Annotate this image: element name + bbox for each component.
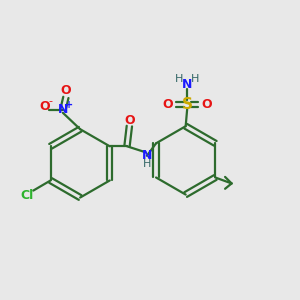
Text: O: O <box>202 98 212 111</box>
Text: S: S <box>182 97 193 112</box>
Text: N: N <box>58 103 68 116</box>
Text: H: H <box>191 74 199 84</box>
Text: N: N <box>142 149 152 162</box>
Text: O: O <box>162 98 173 111</box>
Text: H: H <box>175 74 184 84</box>
Text: -: - <box>48 97 52 106</box>
Text: H: H <box>143 159 151 169</box>
Text: N: N <box>182 78 192 91</box>
Text: Cl: Cl <box>20 189 33 203</box>
Text: +: + <box>65 100 73 110</box>
Text: O: O <box>124 114 135 127</box>
Text: O: O <box>39 100 50 113</box>
Text: O: O <box>61 84 71 98</box>
